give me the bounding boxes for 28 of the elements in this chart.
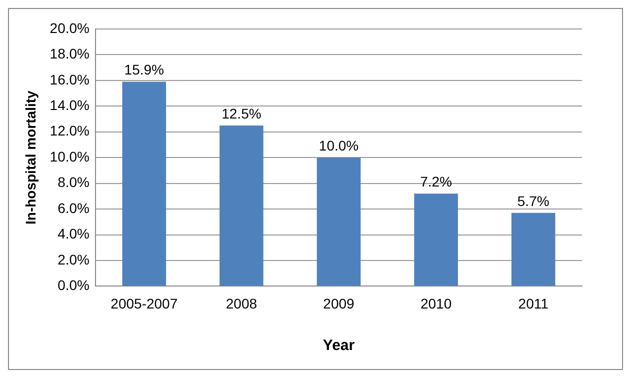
data-label: 12.5%: [222, 105, 262, 122]
y-tick-label: 2.0%: [58, 251, 90, 268]
bar: [316, 158, 361, 286]
bar: [220, 125, 264, 286]
x-tick-label: 2011: [518, 295, 549, 312]
y-axis-title: In-hospital mortality: [22, 90, 38, 224]
bar: [122, 82, 166, 286]
y-tick-label: 6.0%: [58, 200, 90, 216]
y-tick-label: 14.0%: [50, 97, 90, 114]
x-tick-label: 2008: [226, 295, 258, 312]
data-label: 7.2%: [420, 173, 452, 190]
y-tick-label: 4.0%: [58, 226, 90, 242]
y-tick-label: 16.0%: [50, 71, 90, 88]
y-tick-label: 8.0%: [58, 174, 90, 190]
y-tick-label: 12.0%: [50, 122, 90, 139]
y-tick-label: 18.0%: [50, 46, 90, 62]
x-tick-label: 2005-2007: [110, 295, 178, 312]
x-axis-title: Year: [322, 337, 355, 354]
y-tick-label: 0.0%: [58, 277, 90, 294]
y-tick-label: 20.0%: [50, 20, 90, 36]
x-tick-label: 2009: [323, 295, 355, 312]
bar: [414, 194, 458, 286]
bar: [511, 212, 556, 286]
y-tick-label: 10.0%: [50, 148, 90, 164]
data-label: 5.7%: [517, 192, 550, 209]
data-label: 10.0%: [318, 137, 359, 154]
data-label: 15.9%: [124, 62, 164, 78]
x-tick-label: 2010: [420, 295, 452, 312]
